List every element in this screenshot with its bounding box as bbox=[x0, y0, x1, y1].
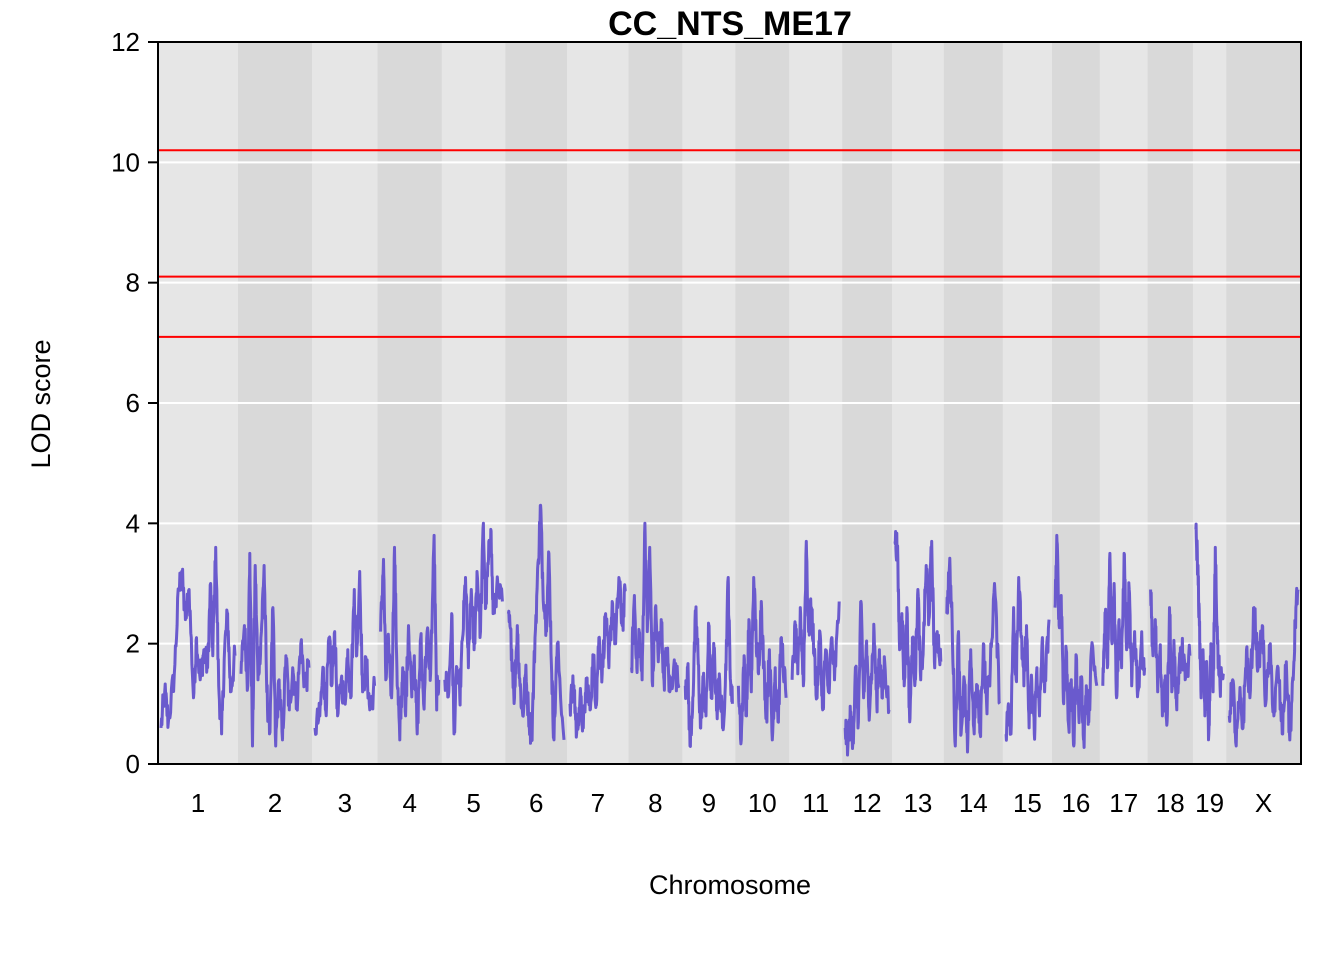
x-tick-label-8: 8 bbox=[648, 788, 662, 818]
x-axis: 1 2 3 4 5 6 7 8 9 10 11 12 13 14 15 16 17 18 19 X bbox=[191, 788, 1273, 818]
x-axis-label: Chromosome bbox=[649, 870, 811, 900]
lod-line-chr-9 bbox=[683, 576, 734, 748]
x-tick-label-4: 4 bbox=[402, 788, 416, 818]
lod-line-chr-8 bbox=[630, 521, 681, 694]
x-tick-label-7: 7 bbox=[591, 788, 605, 818]
y-tick-label-4: 4 bbox=[126, 508, 140, 538]
lod-line-chr-14 bbox=[945, 556, 1001, 754]
x-tick-label-18: 18 bbox=[1156, 788, 1185, 818]
lod-line-chr-2 bbox=[239, 551, 311, 748]
lod-line-chr-18 bbox=[1149, 589, 1192, 727]
lod-line-chr-13 bbox=[893, 530, 943, 724]
lod-line-chr-11 bbox=[790, 539, 841, 712]
x-tick-label-X: X bbox=[1255, 788, 1272, 818]
y-axis: 0 2 4 6 8 10 12 bbox=[111, 27, 158, 779]
x-tick-label-19: 19 bbox=[1195, 788, 1224, 818]
x-tick-label-17: 17 bbox=[1109, 788, 1138, 818]
lod-line-chr-5 bbox=[443, 521, 504, 736]
x-tick-label-10: 10 bbox=[748, 788, 777, 818]
lod-line-chr-1 bbox=[159, 545, 237, 736]
x-tick-label-2: 2 bbox=[268, 788, 282, 818]
lod-line-chr-X bbox=[1227, 586, 1300, 748]
lod-line-chr-12 bbox=[843, 600, 891, 757]
lod-line-chr-17 bbox=[1101, 551, 1147, 700]
x-tick-label-14: 14 bbox=[959, 788, 988, 818]
x-tick-label-1: 1 bbox=[191, 788, 205, 818]
threshold-lines bbox=[158, 149, 1301, 338]
x-tick-label-5: 5 bbox=[466, 788, 480, 818]
lod-line-chr-7 bbox=[568, 576, 627, 739]
lod-series bbox=[159, 503, 1300, 757]
x-tick-label-13: 13 bbox=[903, 788, 932, 818]
lod-line-chr-3 bbox=[313, 570, 377, 736]
x-tick-label-12: 12 bbox=[853, 788, 882, 818]
y-tick-label-8: 8 bbox=[126, 268, 140, 298]
y-axis-label: LOD score bbox=[26, 339, 56, 468]
chart-title: CC_NTS_ME17 bbox=[608, 5, 852, 43]
y-tick-label-10: 10 bbox=[111, 147, 140, 177]
y-tick-label-0: 0 bbox=[126, 749, 140, 779]
x-tick-label-6: 6 bbox=[529, 788, 543, 818]
x-tick-label-3: 3 bbox=[338, 788, 352, 818]
lod-line-chr-4 bbox=[379, 533, 441, 742]
lod-line-chr-6 bbox=[506, 503, 566, 745]
y-tick-label-12: 12 bbox=[111, 27, 140, 57]
x-tick-label-15: 15 bbox=[1013, 788, 1042, 818]
y-tick-label-6: 6 bbox=[126, 388, 140, 418]
y-tick-label-2: 2 bbox=[126, 629, 140, 659]
lod-line-chr-15 bbox=[1004, 576, 1051, 742]
x-tick-label-9: 9 bbox=[702, 788, 716, 818]
lod-line-chr-16 bbox=[1053, 533, 1099, 749]
lod-line-chr-19 bbox=[1194, 522, 1225, 742]
x-tick-label-11: 11 bbox=[802, 788, 829, 818]
x-tick-label-16: 16 bbox=[1061, 788, 1090, 818]
lod-line-chr-10 bbox=[736, 576, 788, 746]
